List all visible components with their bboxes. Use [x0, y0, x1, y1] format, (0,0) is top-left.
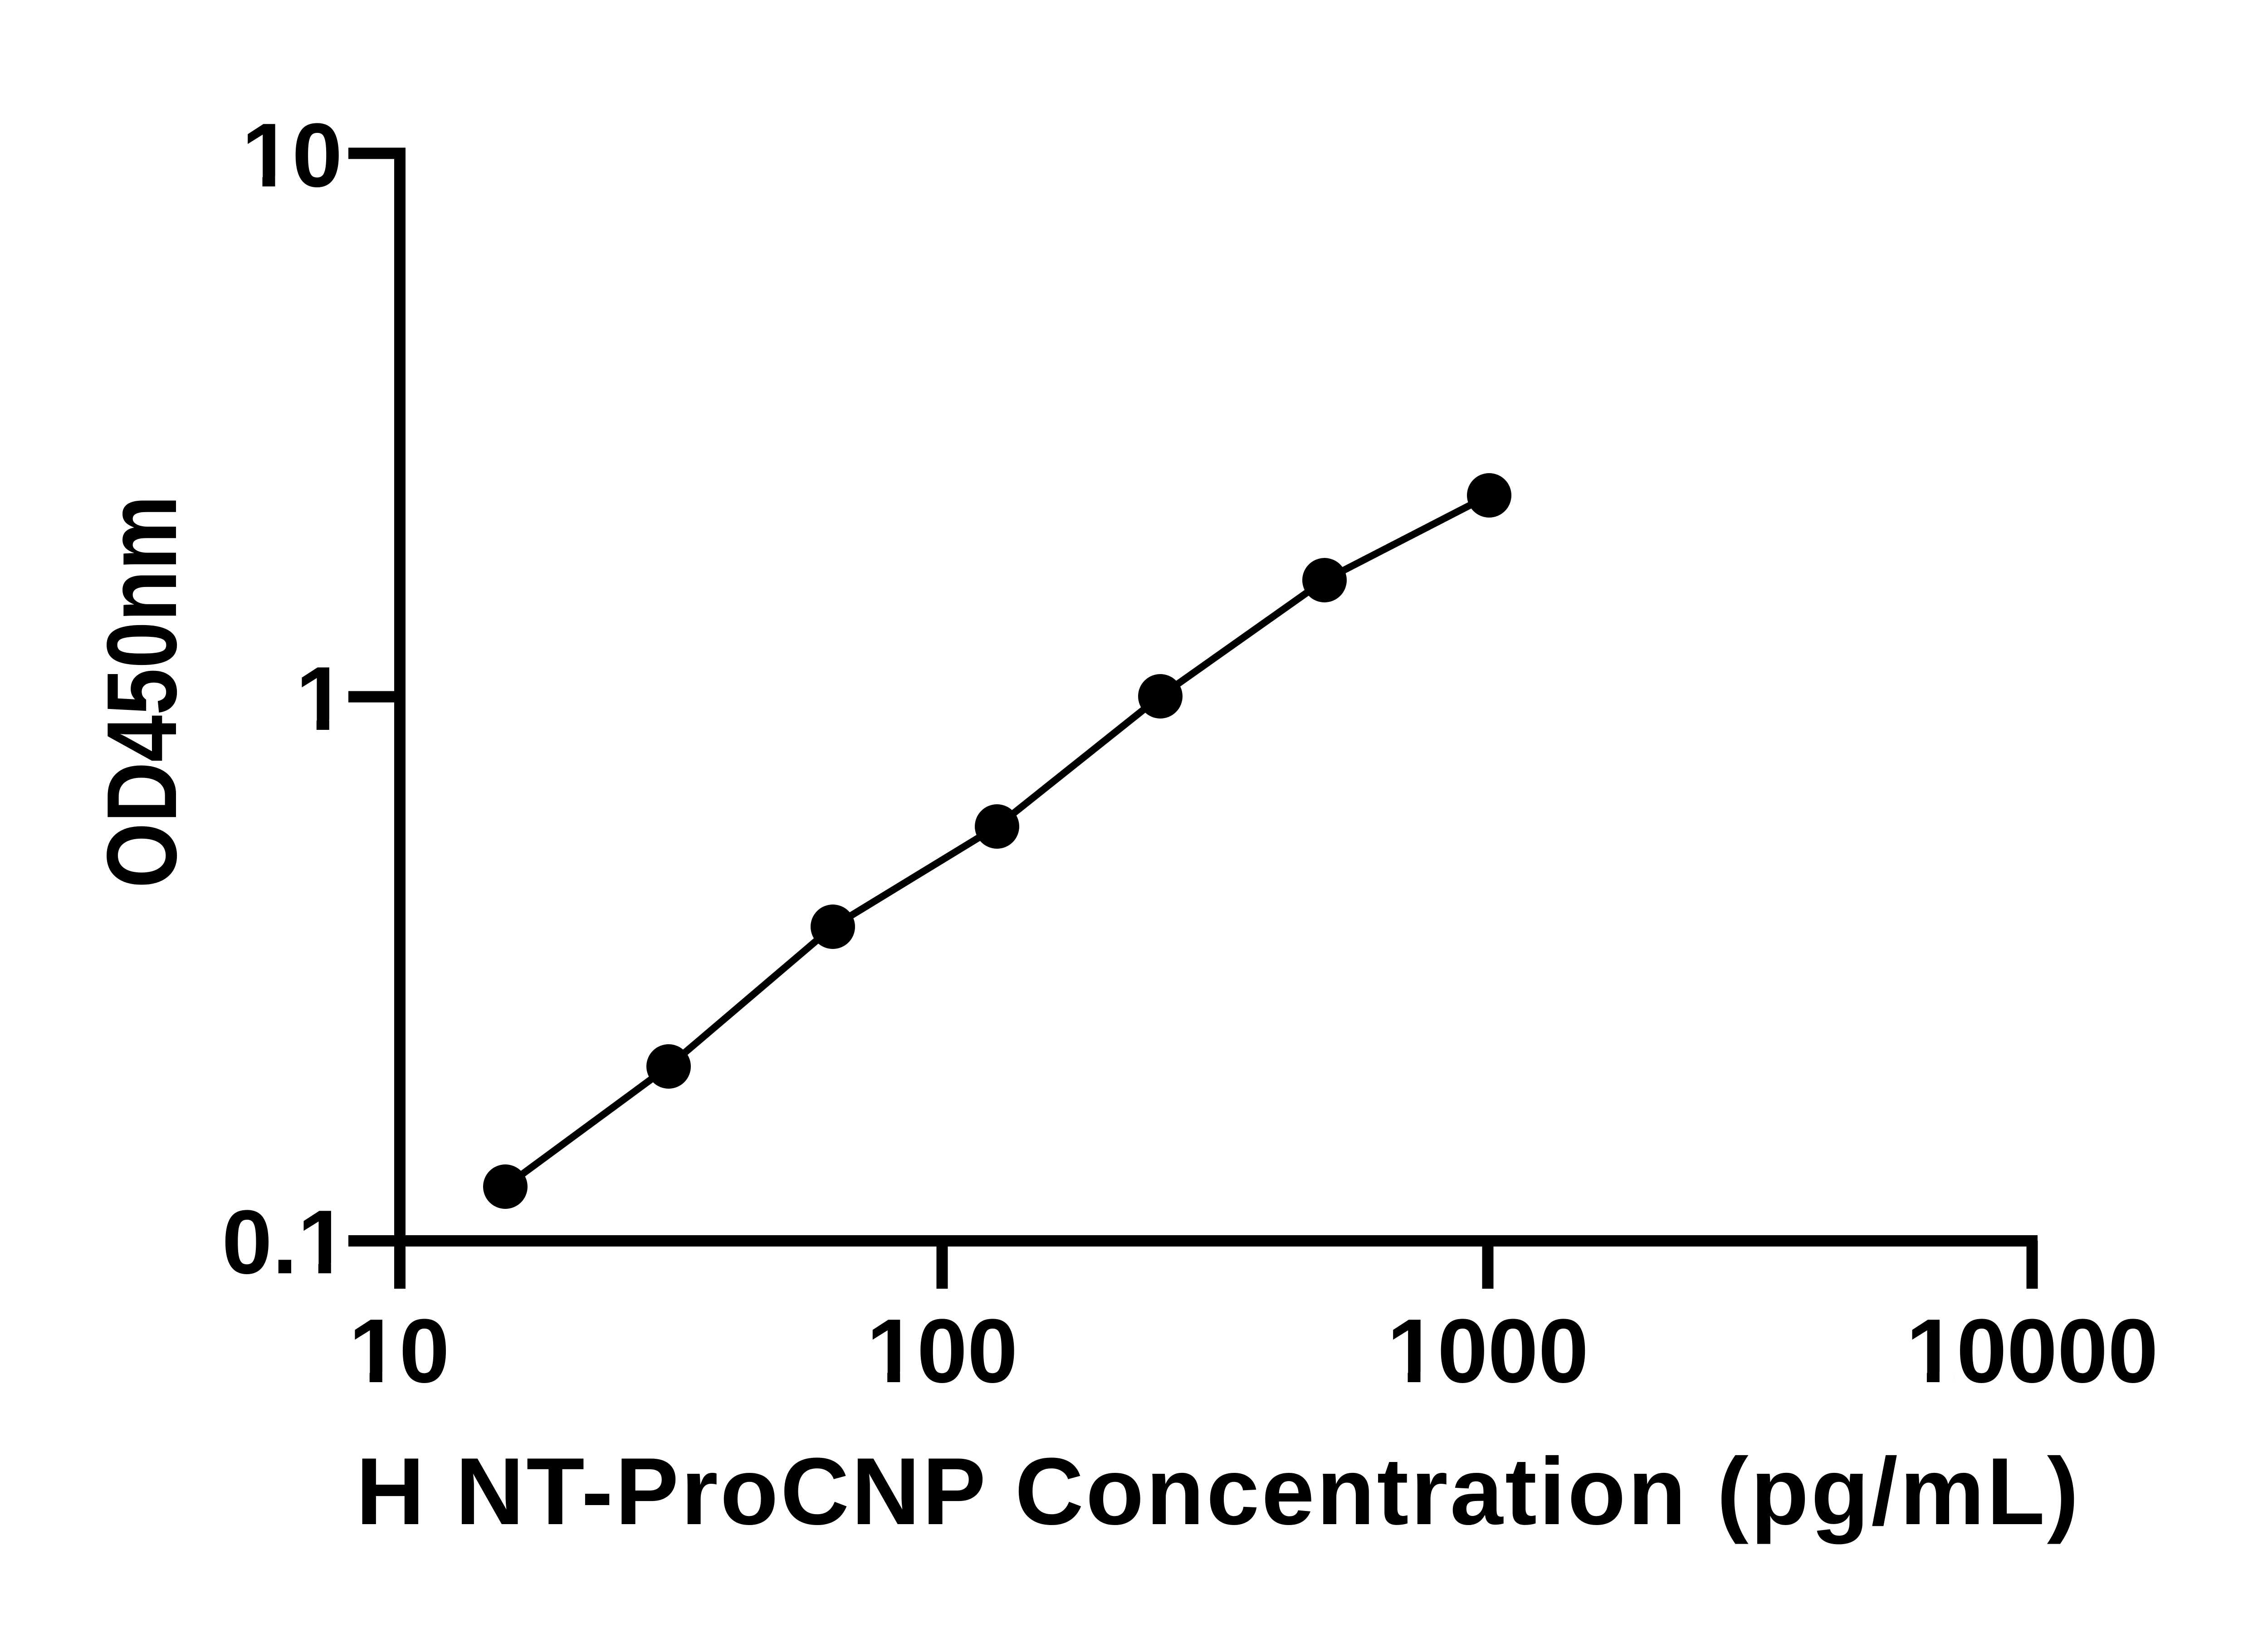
svg-text:1: 1 [296, 648, 346, 749]
svg-text:0.1: 0.1 [222, 1192, 348, 1293]
svg-text:10: 10 [349, 1301, 450, 1402]
svg-text:1000: 1000 [1387, 1301, 1589, 1402]
svg-text:H NT-ProCNP Concentration (pg/: H NT-ProCNP Concentration (pg/mL) [356, 1438, 2081, 1545]
svg-text:10: 10 [242, 105, 342, 206]
svg-text:10000: 10000 [1906, 1301, 2158, 1402]
svg-text:OD450nm: OD450nm [87, 495, 197, 888]
svg-text:100: 100 [866, 1301, 1018, 1402]
